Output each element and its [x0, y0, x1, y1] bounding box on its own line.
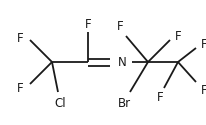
Text: Br: Br — [117, 98, 130, 110]
Text: F: F — [17, 82, 23, 94]
Text: F: F — [174, 30, 180, 43]
Text: F: F — [84, 18, 91, 30]
Text: F: F — [17, 32, 23, 44]
Text: N: N — [117, 56, 126, 68]
Text: Cl: Cl — [54, 98, 66, 110]
Text: F: F — [156, 92, 163, 104]
Text: F: F — [200, 84, 206, 96]
Text: F: F — [116, 20, 123, 34]
Text: F: F — [200, 38, 206, 51]
